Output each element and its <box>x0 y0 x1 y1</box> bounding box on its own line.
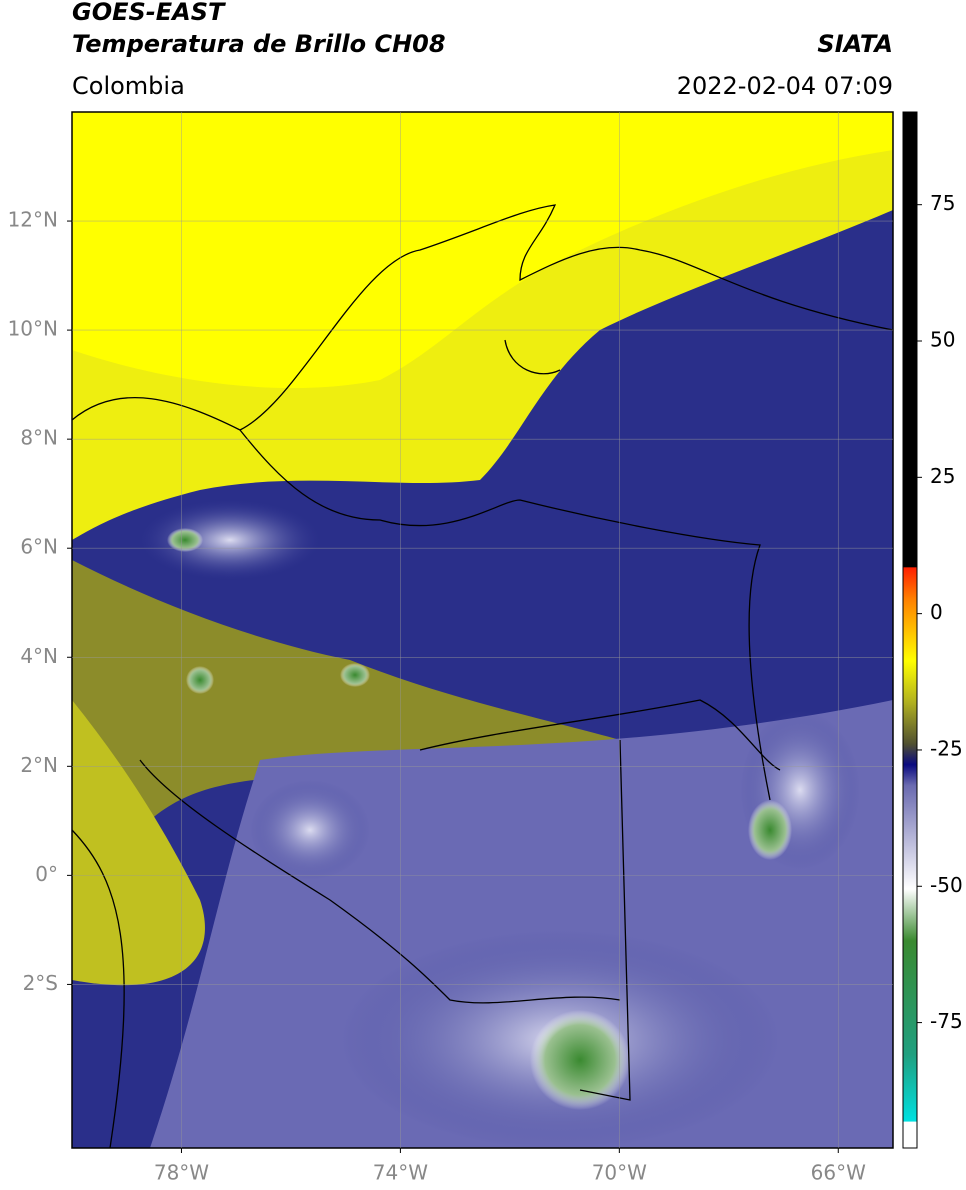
y-tick-label: 12°N <box>8 208 58 232</box>
y-tick-label: 0° <box>35 862 58 886</box>
y-tick-label: 10°N <box>8 317 58 341</box>
colorbar-tick-label: -50 <box>930 873 963 897</box>
colorbar <box>902 111 918 1149</box>
source: SIATA <box>817 30 893 58</box>
x-tick-label: 78°W <box>154 1161 209 1185</box>
title: GOES-EAST <box>72 0 226 26</box>
y-tick-label: 6°N <box>20 535 58 559</box>
y-tick-label: 8°N <box>20 426 58 450</box>
colorbar-tick-label: 50 <box>930 328 955 352</box>
datetime: 2022-02-04 07:09 <box>677 72 893 100</box>
colorbar-tick-label: -25 <box>930 736 963 760</box>
colorbar-tick-label: 75 <box>930 191 955 215</box>
region: Colombia <box>72 72 185 100</box>
colorbar-tick-label: 25 <box>930 464 955 488</box>
y-tick-label: 2°S <box>23 971 58 995</box>
y-tick-label: 2°N <box>20 753 58 777</box>
y-tick-label: 4°N <box>20 644 58 668</box>
map-frame <box>71 111 894 1149</box>
satellite-image <box>72 112 893 1148</box>
x-tick-label: 70°W <box>592 1161 647 1185</box>
colorbar-tick-label: -75 <box>930 1009 963 1033</box>
colorbar-tick-label: 0 <box>930 600 943 624</box>
x-tick-label: 66°W <box>811 1161 866 1185</box>
subtitle: Temperatura de Brillo CH08 <box>72 30 446 58</box>
x-tick-label: 74°W <box>373 1161 428 1185</box>
